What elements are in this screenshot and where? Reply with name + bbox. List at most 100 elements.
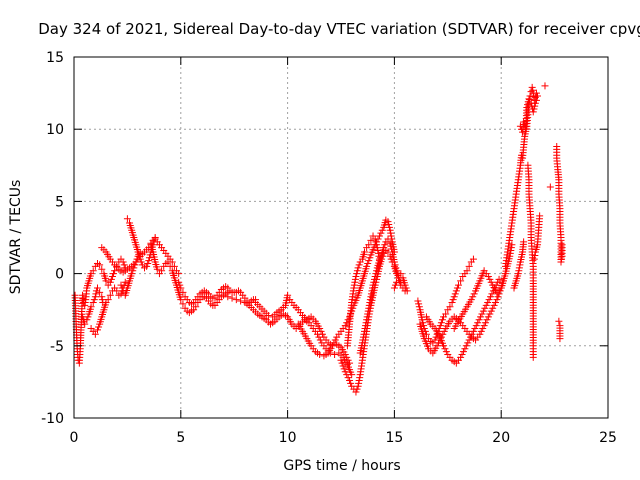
data-point — [402, 284, 410, 292]
data-point — [351, 275, 359, 283]
data-point — [317, 327, 325, 335]
data-point — [343, 353, 351, 361]
data-point — [363, 313, 371, 321]
data-point — [84, 313, 92, 321]
data-point — [486, 275, 494, 283]
data-point — [365, 241, 373, 249]
data-point — [463, 267, 471, 275]
y-tick-label: 5 — [55, 194, 64, 210]
data-point — [355, 379, 363, 387]
data-point — [359, 333, 367, 341]
data-point — [484, 298, 492, 306]
data-point — [343, 371, 351, 379]
data-point — [401, 281, 409, 289]
data-point — [373, 241, 381, 249]
data-point — [557, 258, 565, 266]
data-point — [520, 238, 528, 246]
data-point — [177, 296, 185, 304]
data-point — [439, 330, 447, 338]
data-point — [397, 270, 405, 278]
data-point — [344, 374, 352, 382]
x-tick-label: 5 — [176, 430, 185, 446]
x-tick-label: 10 — [279, 430, 297, 446]
data-point — [558, 241, 566, 249]
data-point — [340, 365, 348, 373]
data-point — [341, 350, 349, 358]
data-point — [436, 322, 444, 330]
data-point — [450, 293, 458, 301]
data-point — [99, 298, 107, 306]
data-point — [484, 272, 492, 280]
data-point — [352, 388, 360, 396]
data-point — [387, 242, 395, 250]
data-point — [507, 244, 515, 252]
data-point — [145, 257, 153, 265]
data-point — [164, 258, 172, 266]
data-point — [525, 95, 533, 103]
data-point — [175, 278, 183, 286]
plot-frame — [73, 56, 609, 419]
data-point — [373, 267, 381, 275]
data-point — [481, 304, 489, 312]
data-point — [337, 356, 345, 364]
data-point — [176, 281, 184, 289]
data-point — [166, 262, 174, 270]
data-point — [377, 229, 385, 237]
data-point — [495, 275, 503, 283]
axis-ticks: 0 5 10 15 20 25 -10 -5 0 5 10 15 — [41, 50, 617, 446]
data-point — [440, 342, 448, 350]
data-point — [458, 350, 466, 358]
data-point — [362, 322, 370, 330]
data-point — [158, 267, 166, 275]
data-point — [179, 300, 187, 308]
data-point — [388, 245, 396, 253]
data-point — [136, 249, 144, 257]
data-point — [228, 294, 236, 302]
data-point — [457, 277, 465, 285]
data-point — [89, 267, 97, 275]
data-point — [364, 307, 372, 315]
data-point — [120, 261, 128, 269]
data-point — [81, 298, 89, 306]
data-point — [415, 300, 423, 308]
data-point — [284, 291, 292, 299]
data-point — [108, 272, 116, 280]
data-point — [530, 93, 538, 101]
y-tick-label: -5 — [50, 339, 64, 355]
data-point — [465, 262, 473, 270]
data-point — [365, 301, 373, 309]
data-point — [365, 257, 373, 265]
data-point — [151, 234, 159, 241]
data-point — [469, 327, 477, 335]
data-point — [555, 317, 563, 325]
data-point — [469, 255, 477, 263]
data-point — [486, 310, 494, 318]
data-point — [350, 284, 358, 292]
data-point — [541, 82, 549, 90]
data-point — [440, 327, 448, 335]
data-point — [377, 254, 385, 262]
data-point — [91, 293, 99, 301]
y-tick-label: 15 — [46, 50, 64, 66]
data-point — [462, 342, 470, 350]
data-point — [343, 319, 351, 327]
data-point — [81, 301, 89, 309]
data-point — [524, 101, 532, 109]
data-point — [515, 264, 523, 272]
data-point — [441, 345, 449, 353]
data-point — [391, 261, 399, 269]
data-point — [464, 339, 472, 347]
data-points — [71, 82, 566, 396]
data-point — [485, 296, 493, 304]
data-point — [356, 374, 364, 382]
data-point — [375, 257, 383, 265]
data-point — [524, 98, 532, 106]
data-point — [415, 303, 423, 311]
data-point — [355, 376, 363, 384]
data-point — [478, 310, 486, 318]
data-point — [375, 232, 383, 240]
data-point — [433, 342, 441, 350]
data-point — [331, 350, 339, 358]
data-point — [354, 264, 362, 272]
data-point — [470, 290, 478, 298]
